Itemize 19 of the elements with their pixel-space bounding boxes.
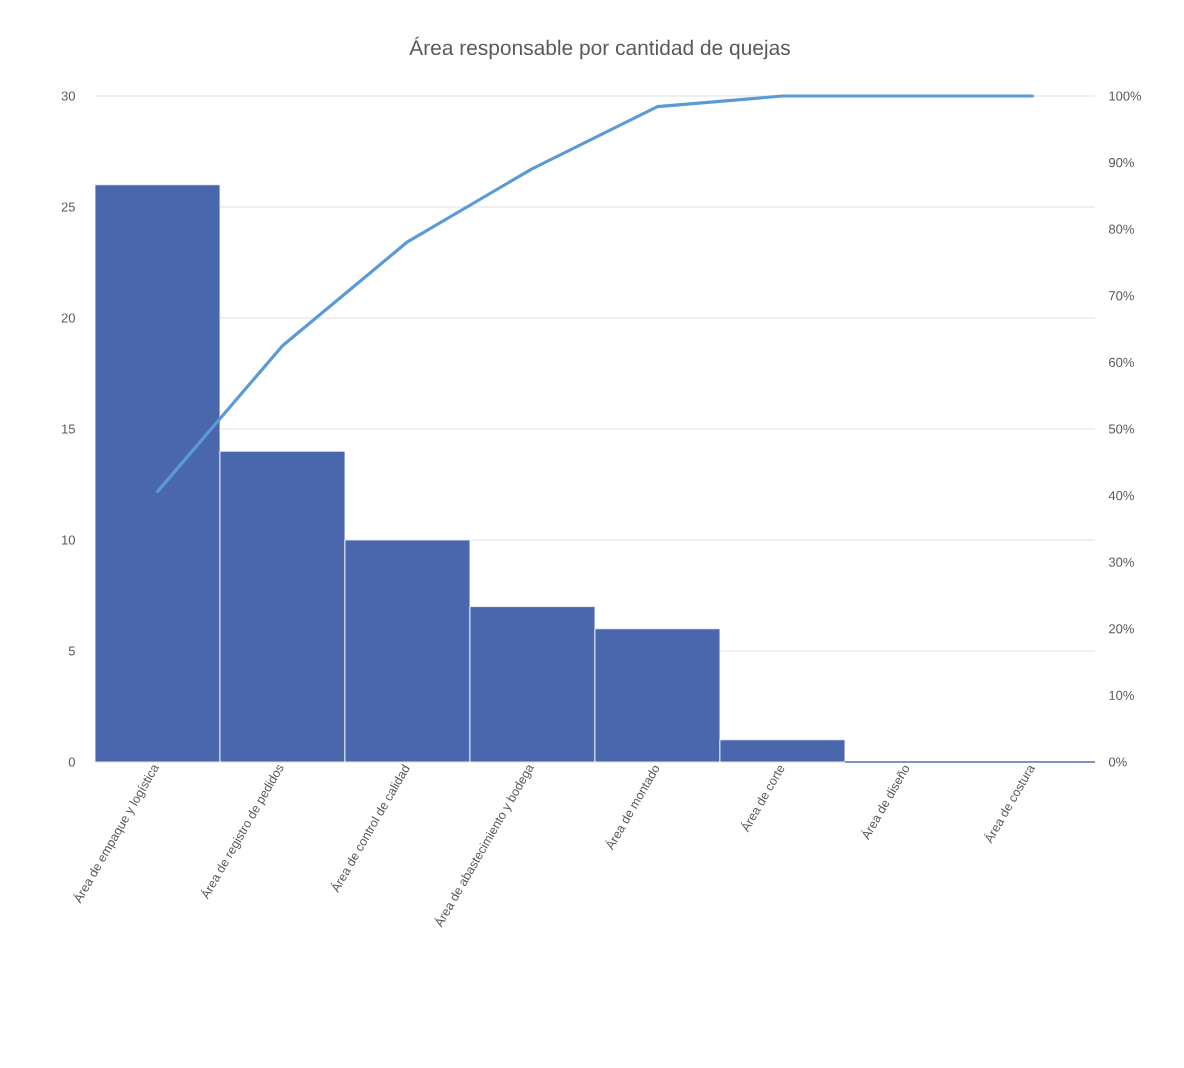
y2-tick-label: 50% [1108,424,1134,434]
y2-tick-label: 60% [1109,357,1134,367]
y-tick-label: 15 [62,424,75,434]
y2-tick-label: 70% [1109,291,1134,301]
y2-tick-label: 10% [1109,690,1134,700]
y2-tick-label: 20% [1109,624,1134,634]
y2-tick-label: 90% [1109,158,1134,168]
y-tick-label: 20 [61,313,75,323]
y2-tick-label: 80% [1109,224,1134,234]
y-tick-label: 0 [68,757,75,767]
y-tick-label: 10 [62,535,75,545]
y2-tick-label: 40% [1108,491,1134,501]
y2-tick-label: 30% [1108,557,1134,567]
y2-tick-label: 0% [1108,757,1127,767]
y-tick-label: 25 [61,202,75,212]
chart-title: Área responsable por cantidad de quejas [409,36,790,60]
y-tick-label: 5 [68,646,75,656]
y2-tick-label: 100% [1109,91,1142,101]
y-tick-label: 30 [61,91,75,101]
